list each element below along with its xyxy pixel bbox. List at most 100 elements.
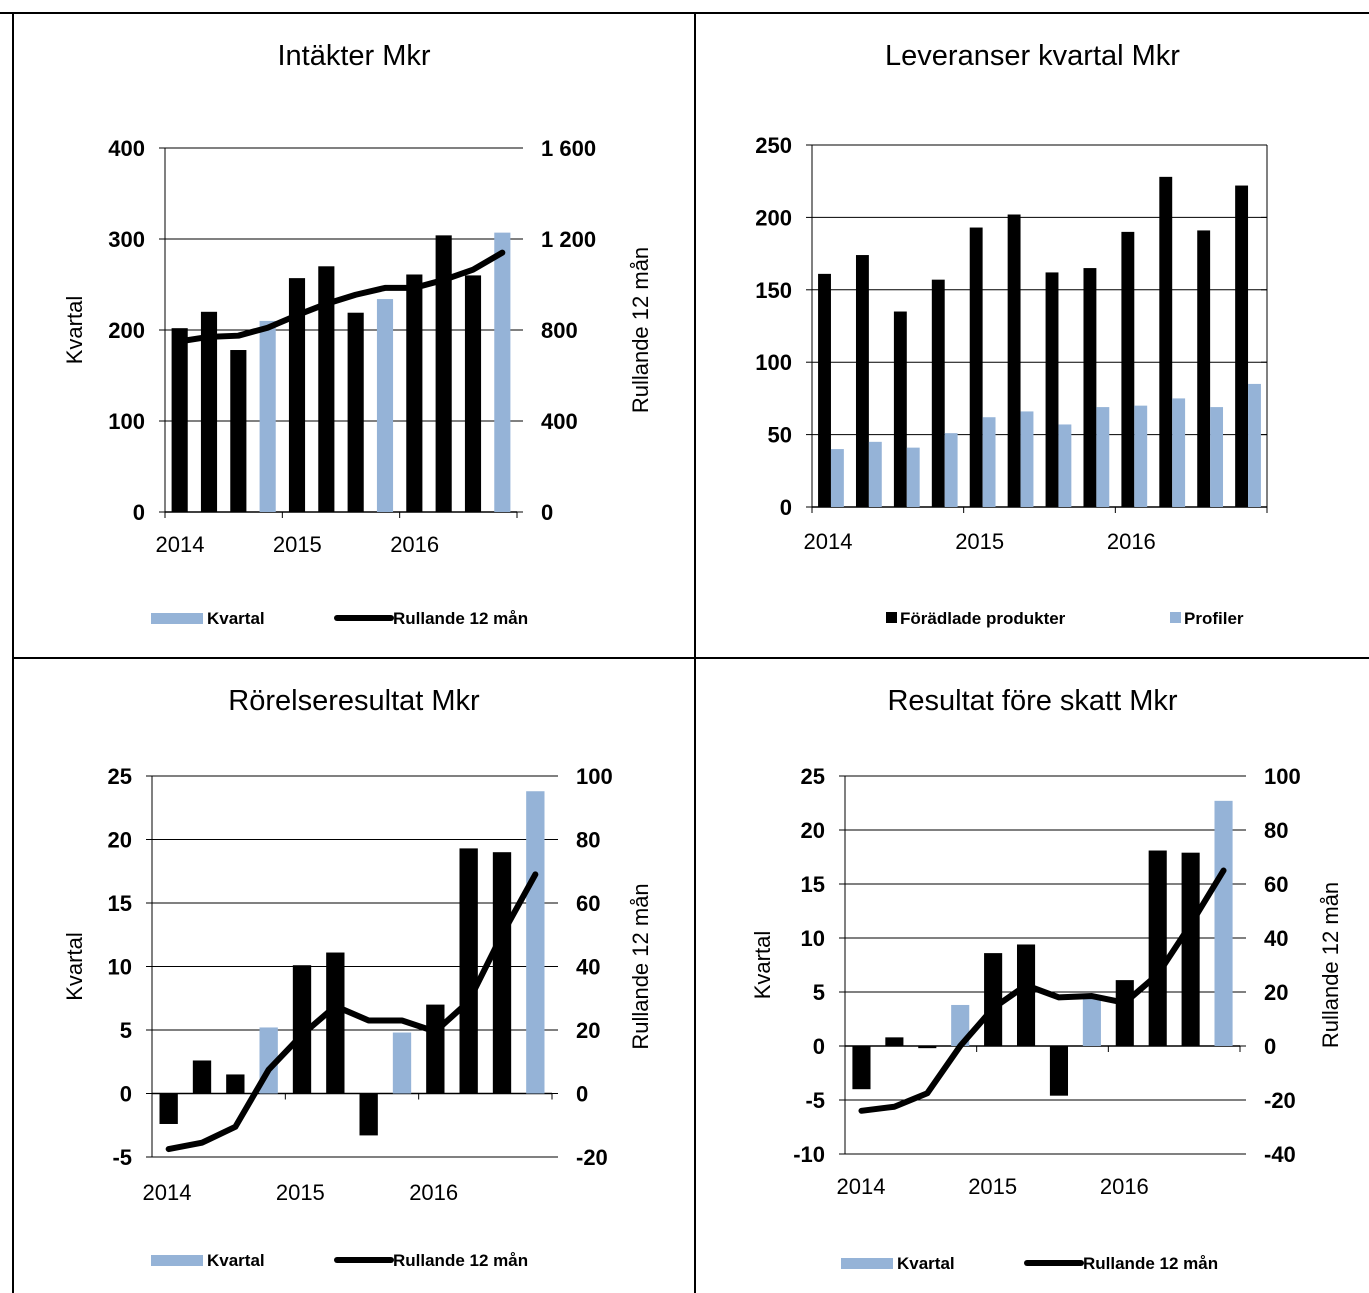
chart-panel-rorelseresultat: Rörelseresultat Mkr 25 20 15 10 5 0 -5 100 80 60 4… bbox=[14, 659, 694, 1293]
chart-panel-resultat-fore-skatt: Resultat före skatt Mkr 25 20 15 10 5 0 -5 -10 1… bbox=[696, 659, 1369, 1293]
y-right-tick-label: 80 bbox=[576, 828, 600, 853]
bar bbox=[226, 1074, 245, 1094]
bar bbox=[494, 232, 511, 512]
bar bbox=[918, 1046, 937, 1049]
x-tick-label: 2016 bbox=[409, 1180, 458, 1205]
y-right-tick-label: -20 bbox=[576, 1145, 608, 1170]
bar bbox=[464, 275, 482, 512]
y-left-tick-label: 100 bbox=[755, 350, 792, 375]
y-left-tick-label: 0 bbox=[780, 495, 792, 520]
bar bbox=[492, 852, 512, 1094]
bar bbox=[1181, 852, 1200, 1046]
bar bbox=[982, 417, 996, 507]
legend-swatch-kvartal bbox=[151, 1255, 203, 1266]
bar bbox=[1082, 998, 1101, 1046]
rolling-12-month-line bbox=[165, 871, 539, 1153]
bar bbox=[288, 278, 306, 512]
chart-panel-leveranser: Leveranser kvartal Mkr 250 200 150 100 50 0 20… bbox=[696, 14, 1369, 657]
y-right-tick-label: -20 bbox=[1264, 1088, 1296, 1113]
y-right-tick-label: 60 bbox=[1264, 872, 1288, 897]
bar bbox=[1121, 231, 1135, 507]
bar bbox=[830, 449, 844, 507]
y-left-axis-title: Kvartal bbox=[62, 932, 87, 1000]
legend-label-rullande: Rullande 12 mån bbox=[1083, 1254, 1218, 1273]
y-left-tick-label: 5 bbox=[120, 1018, 132, 1043]
y-left-tick-label: 10 bbox=[108, 955, 132, 980]
bar bbox=[984, 953, 1003, 1046]
y-left-tick-label: 15 bbox=[801, 872, 825, 897]
legend-swatch-kvartal bbox=[841, 1258, 893, 1269]
legend-label-rullande: Rullande 12 mån bbox=[393, 1251, 528, 1270]
x-tick-label: 2016 bbox=[1100, 1174, 1149, 1199]
y-left-tick-label: 20 bbox=[801, 818, 825, 843]
y-right-tick-label: 80 bbox=[1264, 818, 1288, 843]
y-left-tick-label: 50 bbox=[768, 423, 792, 448]
y-left-tick-label: 10 bbox=[801, 926, 825, 951]
y-left-tick-label: 0 bbox=[120, 1082, 132, 1107]
x-tick-label: 2014 bbox=[804, 529, 853, 554]
legend-label-foradlade: Förädlade produkter bbox=[900, 609, 1066, 628]
y-left-tick-label: 150 bbox=[755, 278, 792, 303]
y-right-tick-label: 100 bbox=[576, 764, 613, 789]
y-right-tick-label: 1 200 bbox=[541, 227, 596, 252]
legend-label-kvartal: Kvartal bbox=[207, 1251, 265, 1270]
bar bbox=[944, 433, 958, 507]
bar bbox=[1020, 411, 1034, 507]
bar bbox=[893, 311, 907, 507]
bar bbox=[192, 1060, 212, 1094]
bar bbox=[1045, 272, 1059, 507]
y-left-tick-label: 0 bbox=[133, 500, 145, 525]
legend-swatch-profiler bbox=[1170, 612, 1181, 623]
y-right-tick-label: 1 600 bbox=[541, 136, 596, 161]
y-left-tick-label: 250 bbox=[755, 133, 792, 158]
bar bbox=[1248, 383, 1261, 507]
frame-middle-line bbox=[694, 12, 696, 1293]
bar bbox=[1058, 424, 1072, 507]
y-left-axis-title: Kvartal bbox=[62, 296, 87, 364]
legend-label-profiler: Profiler bbox=[1184, 609, 1244, 628]
y-left-tick-label: 25 bbox=[108, 764, 132, 789]
y-right-tick-label: 400 bbox=[541, 409, 578, 434]
bar bbox=[1083, 268, 1097, 507]
bar bbox=[969, 227, 983, 507]
legend-swatch-kvartal bbox=[151, 613, 203, 624]
bar bbox=[406, 274, 423, 512]
bar bbox=[326, 952, 345, 1094]
y-right-tick-label: -40 bbox=[1264, 1142, 1296, 1167]
y-left-tick-label: -5 bbox=[805, 1088, 825, 1113]
frame-top-line bbox=[0, 12, 1369, 14]
bar bbox=[1096, 407, 1110, 507]
y-left-tick-label: 300 bbox=[108, 227, 145, 252]
bar bbox=[1235, 185, 1249, 507]
bar bbox=[931, 279, 945, 507]
bar bbox=[1214, 800, 1233, 1046]
chart-svg: 400 300 200 100 0 1 600 1 200 800 400 0 2014 2015 20… bbox=[62, 136, 653, 628]
frame-left-line bbox=[12, 12, 14, 1293]
x-tick-label: 2015 bbox=[273, 532, 322, 557]
y-right-tick-label: 40 bbox=[1264, 926, 1288, 951]
bar bbox=[1007, 214, 1021, 507]
x-tick-label: 2015 bbox=[968, 1174, 1017, 1199]
y-right-axis-title: Rullande 12 mån bbox=[1318, 882, 1343, 1048]
bar bbox=[818, 273, 831, 507]
bar bbox=[1197, 230, 1211, 507]
bar bbox=[1148, 850, 1167, 1046]
bar bbox=[1049, 1046, 1069, 1096]
bar bbox=[1016, 944, 1036, 1046]
bar bbox=[230, 350, 247, 512]
y-left-tick-label: -5 bbox=[112, 1145, 132, 1170]
bar bbox=[359, 1093, 378, 1136]
bar bbox=[459, 848, 478, 1094]
rolling-12-month-line bbox=[176, 249, 506, 345]
x-tick-label: 2014 bbox=[143, 1180, 192, 1205]
bar bbox=[159, 1093, 178, 1124]
bar bbox=[392, 1032, 412, 1094]
y-left-axis-title: Kvartal bbox=[750, 931, 775, 999]
y-left-tick-label: 200 bbox=[108, 318, 145, 343]
bar bbox=[1172, 398, 1186, 507]
legend-label-rullande: Rullande 12 mån bbox=[393, 609, 528, 628]
chart-title: Leveranser kvartal Mkr bbox=[885, 40, 1180, 72]
y-left-tick-label: 400 bbox=[108, 136, 145, 161]
